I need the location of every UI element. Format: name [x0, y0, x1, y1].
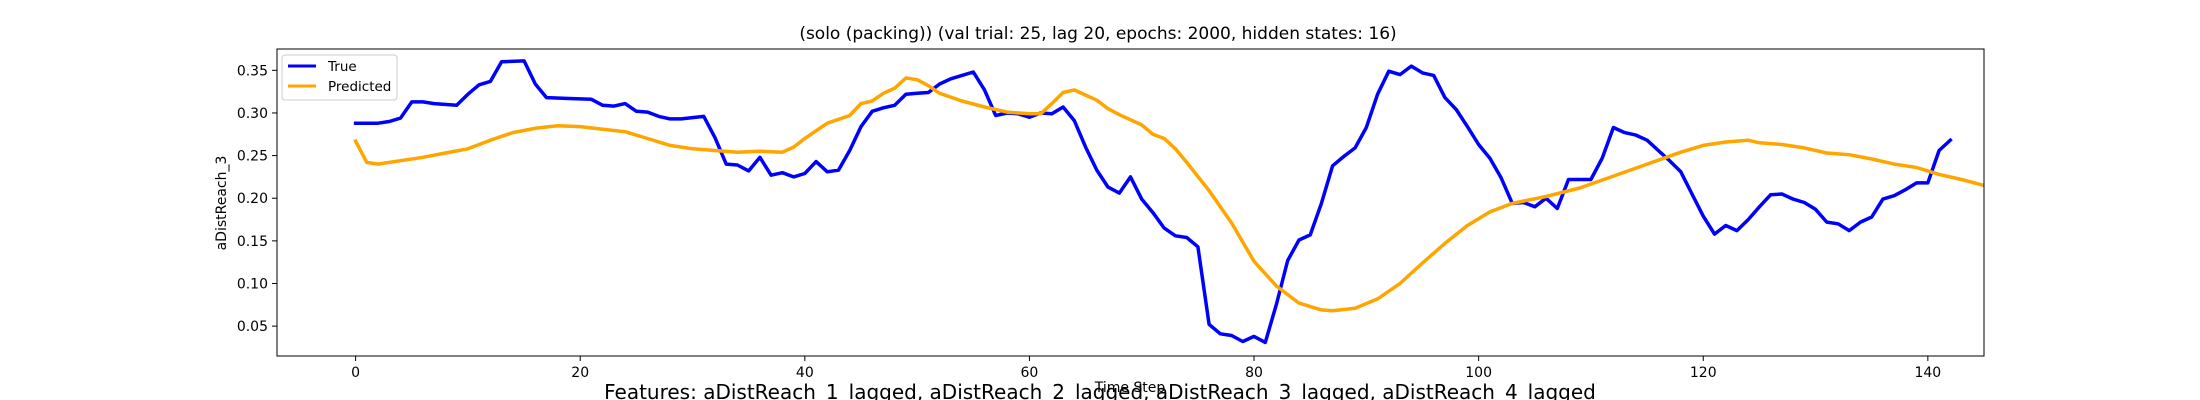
- legend-label-predicted: Predicted: [328, 79, 391, 95]
- y-tick-label: 0.30: [237, 106, 268, 122]
- y-tick-label: 0.20: [237, 191, 268, 207]
- y-tick-label: 0.05: [237, 319, 268, 335]
- y-tick-label: 0.25: [237, 149, 268, 165]
- y-tick-label: 0.10: [237, 277, 268, 293]
- series-line-true: [353, 59, 1953, 345]
- x-axis-label: Time Step: [1094, 380, 1166, 396]
- x-tick-label: 80: [1245, 365, 1263, 381]
- plot-frame: [276, 48, 1985, 357]
- y-tick-label: 0.15: [237, 234, 268, 250]
- x-tick-label: 60: [1021, 365, 1039, 381]
- x-tick-label: 40: [796, 365, 814, 381]
- plot-area: [277, 49, 1984, 356]
- features-caption: Features: aDistReach_1_lagged, aDistReac…: [604, 380, 1596, 400]
- x-tick-label: 0: [351, 365, 360, 381]
- series-layer: [353, 59, 1984, 345]
- x-tick-label: 120: [1690, 365, 1717, 381]
- y-axis-label: aDistReach_3: [214, 156, 230, 251]
- legend-label-true: True: [327, 59, 357, 75]
- x-tick-label: 100: [1465, 365, 1492, 381]
- chart-title: (solo (packing)) (val trial: 25, lag 20,…: [799, 24, 1396, 44]
- y-tick-label: 0.35: [237, 63, 268, 79]
- series-line-predicted: [353, 76, 1984, 313]
- y-axis-ticks: 0.05 0.10 0.15 0.20 0.25 0.30 0.35: [237, 63, 277, 335]
- x-axis-ticks: 0 20 40 60 80 100 120 140: [351, 356, 1941, 381]
- x-tick-label: 20: [571, 365, 589, 381]
- legend: True Predicted: [281, 54, 398, 101]
- x-tick-label: 140: [1914, 365, 1941, 381]
